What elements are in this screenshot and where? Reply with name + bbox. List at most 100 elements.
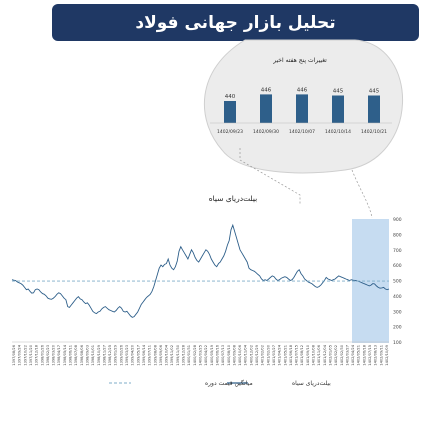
legend: بیلت‌دریای سیاه میانگین قیمت دوره — [109, 379, 331, 387]
x-tick-label-62: 1402/06/18 — [362, 344, 366, 365]
x-tick-label-47: 1401/04/24 — [278, 344, 282, 365]
bar-3 — [332, 95, 344, 123]
x-tick-label-35: 1400/05/19 — [210, 344, 214, 365]
x-tick-label-16: 1398/11/27 — [102, 345, 106, 366]
y-tick-label-6: 700 — [393, 248, 402, 254]
bar-chart-plot: 440 1402/09/23 446 1402/09/30 446 1402/10/07 4… — [217, 87, 387, 135]
x-tick-label-33: 1400/03/25 — [199, 345, 203, 366]
x-tick-label-63: 1402/07/15 — [368, 345, 372, 366]
y-tick-label-2: 300 — [393, 309, 402, 315]
x-tick-label-57: 1402/02/02 — [334, 345, 338, 366]
y-tick-label-7: 800 — [393, 232, 402, 238]
x-tick-label-10: 1398/06/11 — [69, 345, 73, 366]
x-tick-label-11: 1398/07/08 — [74, 344, 78, 365]
x-tick-label-7: 1398/03/20 — [52, 344, 56, 365]
x-tick-label-2: 1397/10/22 — [23, 345, 27, 366]
x-tick-label-50: 1401/07/15 — [295, 345, 299, 366]
x-tick-label-24: 1399/07/11 — [148, 345, 152, 366]
bar-1 — [260, 94, 272, 123]
y-tick-label-1: 200 — [393, 325, 402, 331]
x-tick-label-32: 1400/02/28 — [193, 344, 197, 365]
x-tick-label-12: 1398/08/06 — [80, 344, 84, 365]
bar-category-label-0: 1402/09/23 — [217, 129, 243, 135]
y-axis: 100 200 300 400 500 600 700 800 900 — [393, 217, 402, 346]
x-tick-label-49: 1401/06/18 — [289, 344, 293, 365]
x-tick-label-3: 1397/11/20 — [29, 344, 33, 365]
line-chart-title: بیلت‌دریای سیاه — [209, 194, 258, 203]
callout-connector-right — [351, 169, 373, 219]
y-tick-label-4: 500 — [393, 279, 402, 285]
x-tick-label-41: 1400/11/04 — [244, 344, 248, 365]
callout-connector-left — [239, 148, 301, 205]
x-tick-label-0: 1397/08/26 — [12, 344, 16, 365]
x-tick-label-17: 1398/12/25 — [108, 345, 112, 366]
x-tick-label-51: 1401/08/12 — [300, 345, 304, 366]
x-tick-label-8: 1398/04/17 — [57, 345, 61, 366]
x-tick-label-42: 1400/12/02 — [249, 345, 253, 366]
x-tick-label-22: 1399/05/17 — [136, 345, 140, 366]
x-tick-label-59: 1402/03/27 — [345, 345, 349, 366]
x-tick-label-36: 1400/06/16 — [215, 344, 219, 365]
x-tick-label-28: 1399/11/02 — [170, 345, 174, 366]
x-tick-label-52: 1401/09/10 — [306, 344, 310, 365]
x-tick-label-18: 1399/01/29 — [114, 344, 118, 365]
x-tick-label-43: 1400/12/29 — [255, 344, 259, 365]
x-tick-label-45: 1401/02/30 — [266, 344, 270, 365]
bar-value-label-3: 445 — [333, 89, 344, 95]
x-tick-label-34: 1400/04/22 — [204, 345, 208, 366]
x-tick-label-5: 1398/01/26 — [40, 344, 44, 365]
x-tick-label-64: 1402/08/13 — [374, 345, 378, 366]
bar-category-label-1: 1402/09/30 — [253, 129, 279, 135]
bar-category-label-2: 1402/10/07 — [289, 129, 315, 135]
legend-label-average: میانگین قیمت دوره — [205, 379, 253, 387]
x-tick-label-39: 1400/09/08 — [232, 344, 236, 365]
bar-chart-title: تغییرات پنج هفته اخیر — [272, 57, 327, 64]
x-tick-label-21: 1399/04/20 — [131, 344, 135, 365]
x-tick-label-44: 1401/02/02 — [261, 345, 265, 366]
report-title: تحلیل بازار جهانی فولاد — [52, 4, 419, 41]
x-tick-label-20: 1399/03/23 — [125, 345, 129, 366]
bar-category-label-3: 1402/10/14 — [325, 129, 351, 135]
x-tick-label-46: 1401/03/27 — [272, 345, 276, 366]
x-tick-label-15: 1398/10/29 — [97, 344, 101, 365]
y-tick-label-5: 600 — [393, 263, 402, 269]
x-tick-label-54: 1401/11/06 — [317, 344, 321, 365]
x-axis-ticks: 1397/08/26 1397/09/24 1397/10/22 1397/11/20… — [12, 344, 389, 365]
x-tick-label-9: 1398/05/14 — [63, 344, 67, 365]
x-tick-label-4: 1397/12/18 — [35, 344, 39, 365]
x-tick-label-26: 1399/09/06 — [159, 344, 163, 365]
bar-2 — [296, 94, 308, 123]
x-tick-label-31: 1400/01/31 — [187, 345, 191, 366]
x-tick-label-1: 1397/09/24 — [18, 344, 22, 365]
x-tick-label-13: 1398/09/03 — [85, 345, 89, 366]
bar-4 — [368, 95, 380, 123]
bar-0 — [224, 101, 236, 123]
x-tick-label-14: 1398/10/01 — [91, 345, 95, 366]
series-line-0 — [11, 223, 390, 318]
y-tick-label-3: 400 — [393, 294, 402, 300]
x-tick-label-48: 1401/05/21 — [283, 345, 287, 366]
x-tick-label-25: 1399/08/08 — [153, 344, 157, 365]
bar-category-label-4: 1402/10/21 — [361, 129, 387, 135]
x-tick-label-23: 1399/06/14 — [142, 344, 146, 365]
legend-label-billet: بیلت‌دریای سیاه — [292, 380, 331, 387]
x-tick-label-61: 1402/05/21 — [357, 345, 361, 366]
x-tick-label-66: 1402/10/09 — [385, 344, 389, 365]
x-tick-label-55: 1401/12/04 — [323, 344, 327, 365]
x-tick-label-38: 1400/08/10 — [227, 344, 231, 365]
x-tick-label-27: 1399/10/04 — [165, 344, 169, 365]
y-tick-label-8: 900 — [393, 217, 402, 223]
x-tick-label-60: 1402/04/24 — [351, 344, 355, 365]
x-tick-label-65: 1402/09/11 — [379, 345, 383, 366]
x-tick-label-53: 1401/10/08 — [312, 344, 316, 365]
x-tick-label-40: 1400/10/06 — [238, 344, 242, 365]
bar-value-label-0: 440 — [225, 94, 236, 100]
line-chart-plot — [11, 223, 390, 318]
x-tick-label-56: 1402/01/05 — [328, 345, 332, 366]
y-tick-label-0: 100 — [393, 340, 402, 346]
x-tick-label-30: 1399/12/28 — [182, 344, 186, 365]
x-tick-label-6: 1398/02/23 — [46, 345, 50, 366]
x-tick-label-37: 1400/07/13 — [221, 345, 225, 366]
bar-value-label-4: 445 — [369, 89, 380, 95]
